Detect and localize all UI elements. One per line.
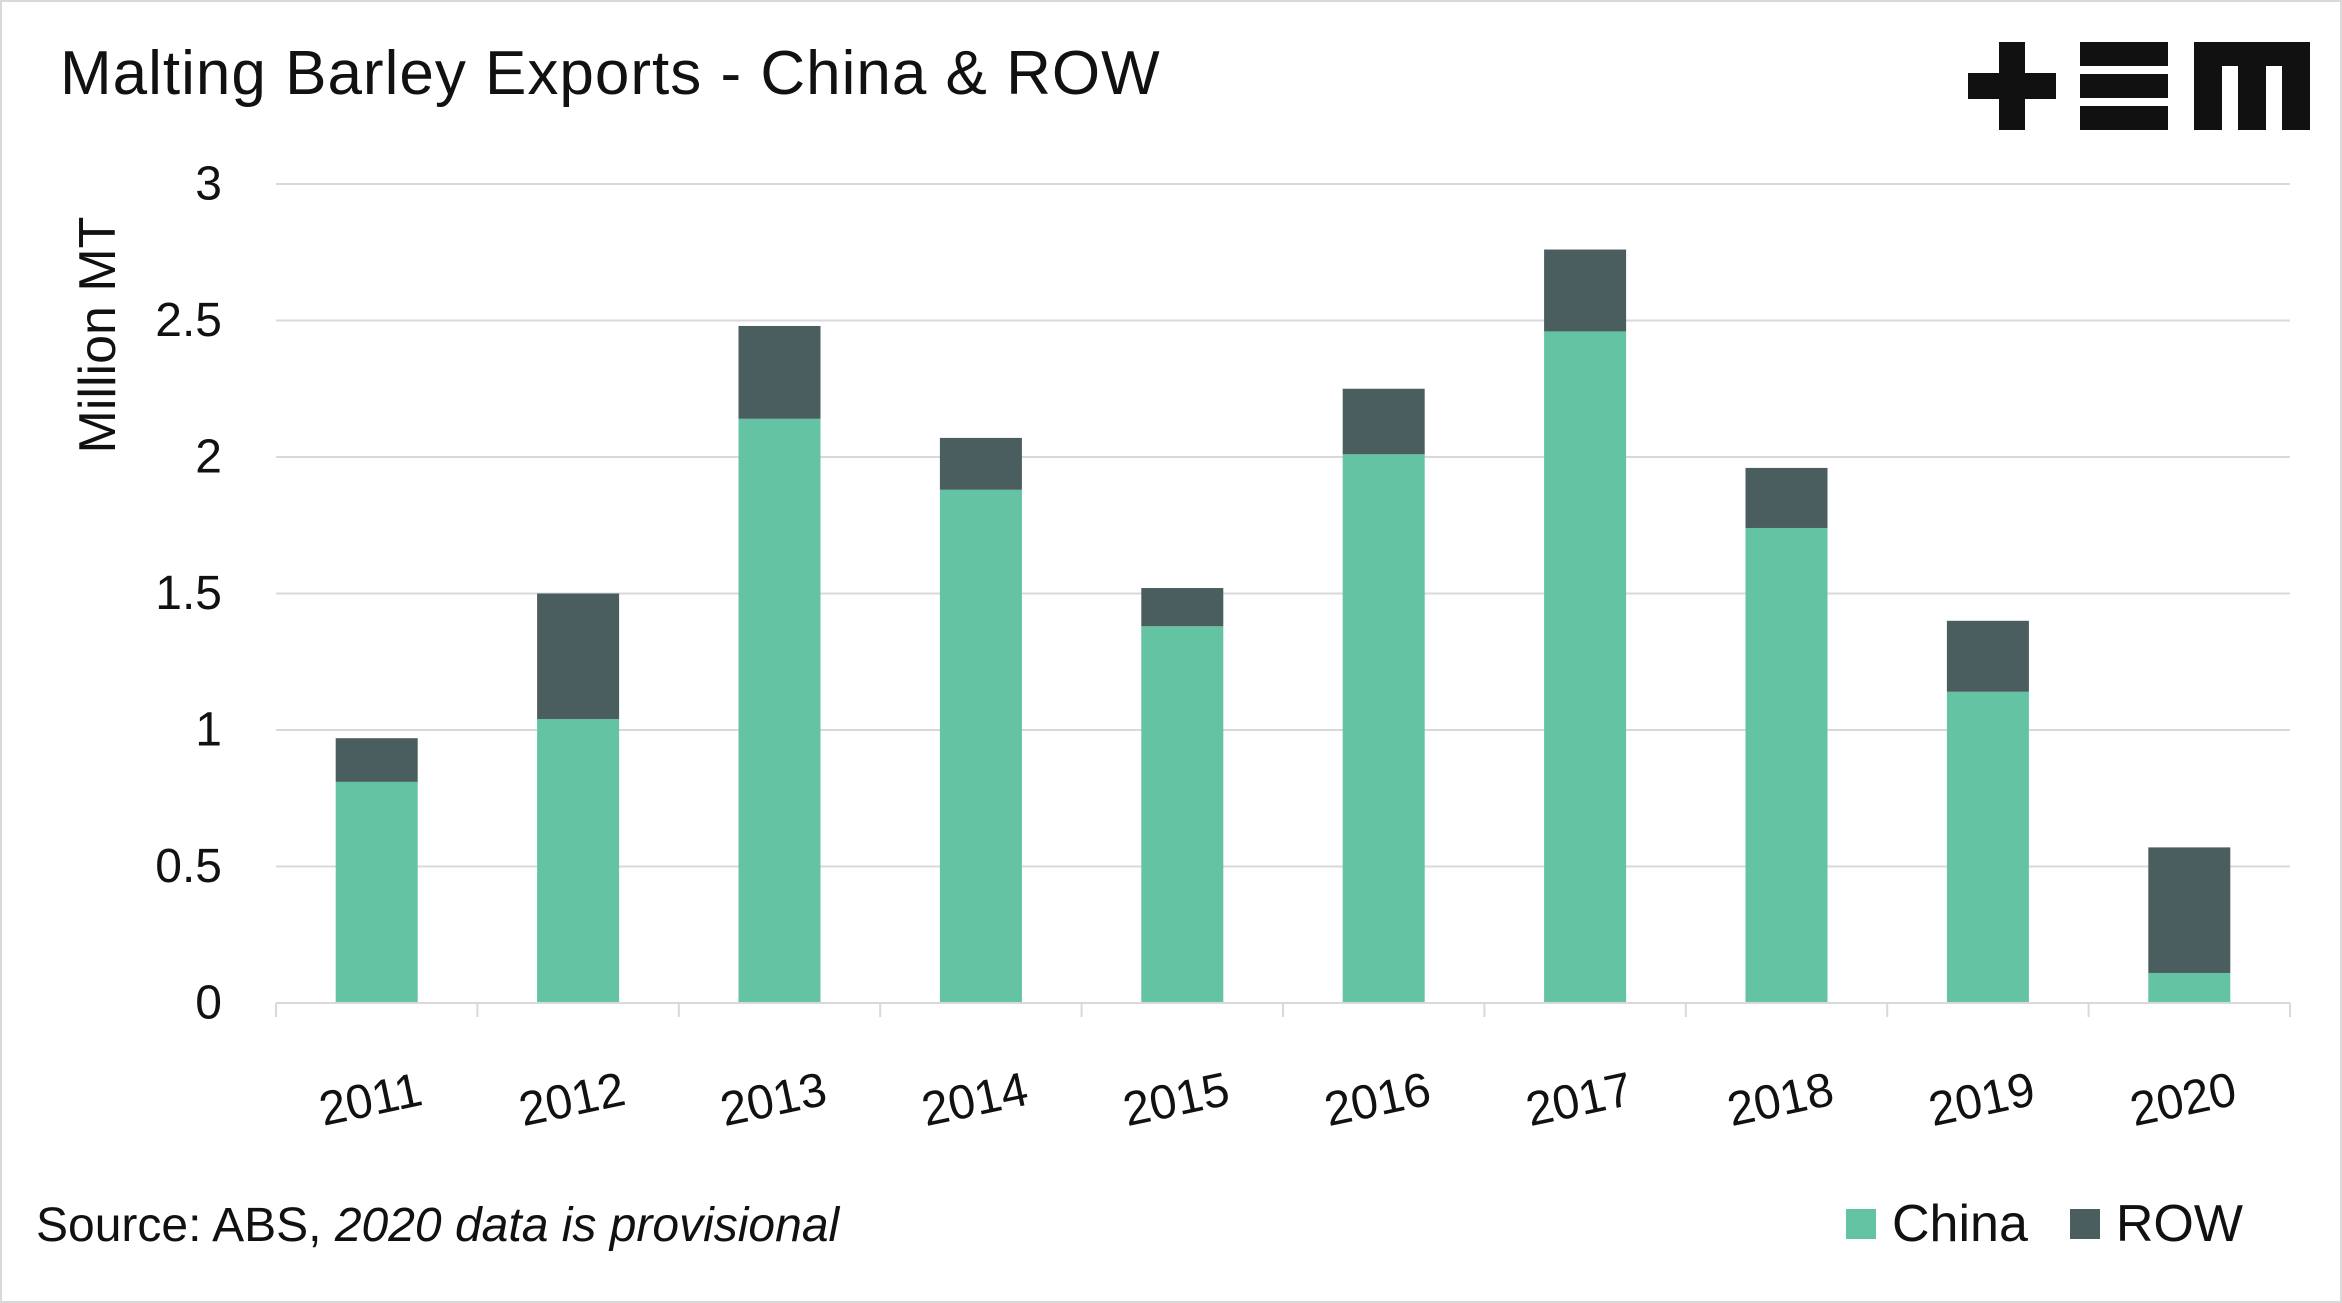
y-tick-label: 2.5 — [155, 294, 222, 347]
bar-china-2011 — [335, 781, 418, 1003]
x-tick-label: 2011 — [315, 1063, 427, 1136]
bar-china-2017 — [1544, 331, 1627, 1003]
chart-legend: China ROW — [1846, 1192, 2243, 1256]
bar-china-2014 — [939, 489, 1022, 1003]
x-tick-label: 2014 — [917, 1063, 1032, 1137]
legend-label-row: ROW — [2115, 1195, 2243, 1253]
x-tick-label: 2016 — [1320, 1063, 1435, 1137]
bar-row-2015 — [1141, 588, 1224, 627]
bar-row-2012 — [537, 593, 620, 720]
x-tick-label: 2013 — [716, 1063, 831, 1137]
y-tick-label: 1.5 — [155, 567, 222, 620]
bar-row-2013 — [738, 325, 821, 419]
legend-swatch-china — [1846, 1209, 1876, 1239]
bar-row-2017 — [1544, 249, 1627, 332]
legend-item-china: China — [1846, 1194, 2028, 1254]
bar-row-2016 — [1342, 388, 1425, 455]
bar-row-2018 — [1745, 467, 1828, 528]
bar-china-2016 — [1342, 454, 1425, 1003]
y-tick-label: 0.5 — [155, 840, 222, 893]
source-prefix: Source: ABS, — [36, 1199, 322, 1252]
y-tick-label: 1 — [195, 704, 222, 757]
bar-china-2018 — [1745, 527, 1828, 1003]
bar-row-2019 — [1946, 620, 2029, 692]
y-axis-title: Million MT — [69, 217, 127, 454]
x-tick-label: 2017 — [1521, 1063, 1636, 1137]
source-provisional-note: 2020 data is provisional — [334, 1199, 840, 1252]
bar-china-2015 — [1141, 626, 1224, 1003]
bar-row-2014 — [939, 437, 1022, 490]
bar-row-2020 — [2148, 847, 2231, 973]
tem-logo-icon — [1968, 42, 2310, 130]
bar-row-2011 — [335, 738, 418, 782]
legend-item-row: ROW — [2069, 1194, 2243, 1254]
y-tick-label: 3 — [195, 158, 222, 211]
bar-china-2012 — [537, 719, 620, 1003]
legend-swatch-row — [2069, 1209, 2100, 1239]
x-tick-label: 2012 — [514, 1063, 629, 1137]
chart-title: Malting Barley Exports - China & ROW — [60, 39, 1161, 108]
source-note: Source: ABS, 2020 data is provisional — [36, 1198, 839, 1253]
y-tick-label: 2 — [195, 431, 222, 484]
bar-china-2019 — [1946, 691, 2029, 1003]
x-tick-label: 2020 — [2126, 1063, 2241, 1137]
legend-label-china: China — [1892, 1195, 2028, 1253]
bar-china-2013 — [738, 418, 821, 1003]
bar-china-2020 — [2148, 972, 2231, 1003]
y-tick-label: 0 — [195, 977, 222, 1030]
x-tick-label: 2015 — [1119, 1063, 1234, 1137]
x-tick-label: 2018 — [1723, 1063, 1838, 1137]
x-tick-label: 2019 — [1924, 1063, 2039, 1137]
